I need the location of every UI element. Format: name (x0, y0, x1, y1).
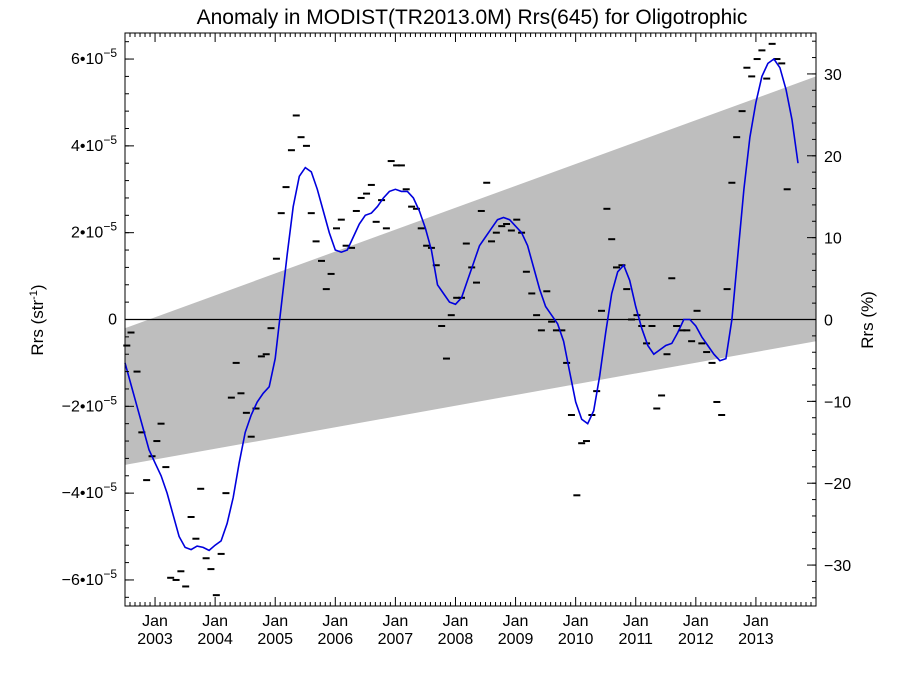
left-axis-label: Rrs (str-1) (28, 284, 47, 355)
x-tick-year-label: 2004 (197, 631, 233, 648)
left-tick-label: 4•10−5 (71, 133, 117, 155)
right-axis-label: Rrs (%) (858, 291, 877, 349)
x-tick-year-label: 2010 (558, 631, 594, 648)
x-tick-month-label: Jan (202, 613, 228, 630)
right-tick-label: 0 (824, 313, 833, 330)
x-tick-year-label: 2011 (619, 631, 654, 648)
x-tick-year-label: 2007 (378, 631, 414, 648)
x-tick-month-label: Jan (382, 613, 408, 630)
x-tick-year-label: 2003 (137, 631, 173, 648)
smoothed-series (124, 57, 799, 552)
right-tick-label: −30 (824, 558, 851, 575)
right-tick-label: 10 (824, 231, 842, 248)
x-tick-year-label: 2009 (498, 631, 534, 648)
x-tick-year-label: 2006 (318, 631, 354, 648)
right-tick-label: −10 (824, 394, 851, 411)
x-tick-year-label: 2012 (678, 631, 714, 648)
x-tick-month-label: Jan (503, 613, 529, 630)
x-tick-month-label: Jan (322, 613, 348, 630)
left-tick-label: 2•10−5 (71, 220, 117, 242)
x-tick-month-label: Jan (142, 613, 168, 630)
smoothed-line (124, 57, 799, 552)
x-tick-month-label: Jan (683, 613, 709, 630)
left-tick-label: 6•10−5 (71, 46, 117, 68)
x-tick-month-label: Jan (623, 613, 649, 630)
left-y-axis: 6•10−5 4•10−5 2•10−5 0 −2•10−5 −4•10−5 −6•10−5 (62, 41, 134, 598)
right-tick-label: 20 (824, 149, 842, 166)
left-tick-label: 0 (108, 312, 117, 329)
chart-title: Anomaly in MODIST(TR2013.0M) Rrs(645) fo… (197, 6, 748, 29)
right-tick-label: −20 (824, 476, 851, 493)
x-tick-year-label: 2013 (738, 631, 774, 648)
x-tick-month-label: Jan (743, 613, 769, 630)
x-axis: Jan2003Jan2004Jan2005Jan2006Jan2007Jan20… (124, 33, 817, 648)
monthly-points (123, 42, 791, 597)
x-tick-year-label: 2008 (438, 631, 474, 648)
x-tick-month-label: Jan (563, 613, 589, 630)
x-tick-month-label: Jan (443, 613, 469, 630)
left-tick-label: −6•10−5 (62, 567, 118, 589)
x-tick-year-label: 2005 (257, 631, 293, 648)
left-tick-label: −2•10−5 (62, 393, 118, 415)
x-tick-month-label: Jan (262, 613, 288, 630)
right-tick-label: 30 (824, 67, 842, 84)
right-y-axis: 30 20 10 0 −10 −20 −30 (807, 40, 851, 599)
left-tick-label: −4•10−5 (62, 480, 118, 502)
